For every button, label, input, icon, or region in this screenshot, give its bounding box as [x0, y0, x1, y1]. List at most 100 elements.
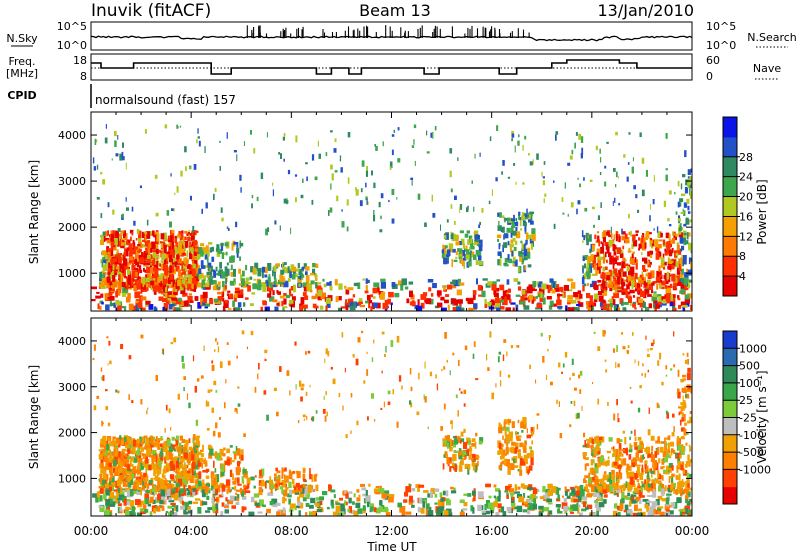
scatter-cell: [455, 251, 458, 256]
scatter-cell: [373, 302, 378, 308]
scatter-cell: [133, 482, 137, 490]
scatter-cell: [259, 482, 262, 486]
scatter-cell: [242, 495, 247, 500]
scatter-cell: [544, 492, 550, 499]
scatter-cell: [308, 283, 313, 291]
scatter-cell: [159, 274, 163, 281]
scatter-cell: [522, 144, 524, 151]
scatter-cell: [330, 164, 333, 170]
scatter-cell: [677, 244, 680, 251]
scatter-cell: [509, 492, 515, 495]
scatter-cell: [171, 458, 175, 461]
scatter-cell: [241, 491, 245, 497]
scatter-cell: [557, 294, 563, 297]
scatter-cell: [403, 499, 408, 503]
scatter-cell: [615, 233, 618, 242]
scatter-cell: [188, 280, 192, 287]
scatter-cell: [531, 234, 536, 241]
scatter-cell: [621, 288, 628, 295]
scatter-cell: [664, 248, 667, 252]
scatter-cell: [125, 510, 130, 516]
scatter-cell: [458, 465, 463, 472]
scatter-cell: [104, 137, 108, 144]
scatter-cell: [664, 250, 668, 256]
scatter-cell: [290, 227, 292, 235]
scatter-cell: [575, 490, 581, 496]
scatter-cell: [95, 295, 101, 299]
scatter-cell: [418, 484, 425, 488]
scatter-cell: [257, 511, 263, 514]
scatter-cell: [689, 219, 692, 223]
scatter-cell: [589, 437, 593, 444]
colorbar-swatch: [723, 236, 737, 257]
scatter-cell: [458, 249, 462, 252]
scatter-cell: [355, 189, 359, 196]
scatter-cell: [450, 281, 454, 285]
scatter-cell: [123, 230, 126, 237]
scatter-cell: [288, 471, 293, 479]
scatter-cell: [297, 496, 300, 503]
scatter-cell: [127, 240, 130, 244]
scatter-cell: [586, 438, 590, 441]
scatter-cell: [432, 283, 437, 289]
scatter-cell: [264, 274, 268, 278]
scatter-cell: [226, 488, 229, 495]
scatter-cell: [586, 302, 591, 309]
scatter-cell: [401, 278, 407, 286]
scatter-cell: [162, 468, 167, 474]
scatter-cell: [192, 458, 196, 464]
scatter-cell: [449, 466, 452, 472]
scatter-cell: [474, 153, 476, 159]
scatter-cell: [618, 443, 622, 451]
scatter-cell: [103, 493, 107, 500]
scatter-cell: [515, 231, 521, 239]
scatter-cell: [665, 133, 668, 139]
scatter-cell: [546, 498, 552, 503]
scatter-cell: [495, 512, 500, 516]
scatter-cell: [601, 497, 604, 502]
scatter-cell: [567, 302, 571, 305]
scatter-cell: [527, 487, 533, 491]
scatter-cell: [103, 455, 108, 460]
scatter-cell: [171, 279, 176, 287]
scatter-cell: [180, 463, 184, 469]
scatter-cell: [134, 483, 139, 488]
scatter-cell: [269, 501, 275, 506]
scatter-cell: [302, 497, 307, 502]
scatter-cell: [114, 238, 118, 245]
scatter-cell: [243, 141, 245, 146]
scatter-cell: [564, 486, 567, 492]
scatter-cell: [680, 260, 683, 267]
scatter-cell: [593, 492, 598, 497]
scatter-cell: [615, 131, 618, 136]
scatter-cell: [647, 483, 652, 488]
scatter-cell: [326, 301, 331, 308]
scatter-cell: [522, 182, 525, 185]
scatter-cell: [300, 274, 305, 278]
scatter-cell: [659, 446, 664, 453]
scatter-cell: [364, 290, 369, 294]
colorbar-tick-label: 20: [739, 191, 753, 204]
scatter-cell: [376, 302, 381, 309]
scatter-cell: [629, 443, 632, 450]
cpid-text: normalsound (fast) 157: [95, 93, 236, 107]
scatter-cell: [216, 244, 220, 250]
scatter-cell: [138, 476, 141, 480]
scatter-cell: [637, 508, 642, 512]
scatter-cell: [146, 266, 150, 274]
scatter-cell: [526, 286, 533, 294]
scatter-cell: [502, 296, 507, 299]
scatter-cell: [631, 484, 636, 487]
scatter-cell: [164, 259, 167, 264]
scatter-cell: [519, 462, 522, 471]
scatter-cell: [515, 304, 519, 311]
scatter-cell: [165, 511, 169, 514]
scatter-cell: [140, 443, 143, 450]
scatter-cell: [622, 257, 626, 262]
scatter-cell: [139, 503, 143, 507]
scatter-cell: [511, 133, 515, 138]
scatter-cell: [216, 452, 221, 461]
scatter-cell: [595, 268, 600, 274]
scatter-cell: [385, 508, 389, 512]
scatter-cell: [157, 469, 160, 476]
